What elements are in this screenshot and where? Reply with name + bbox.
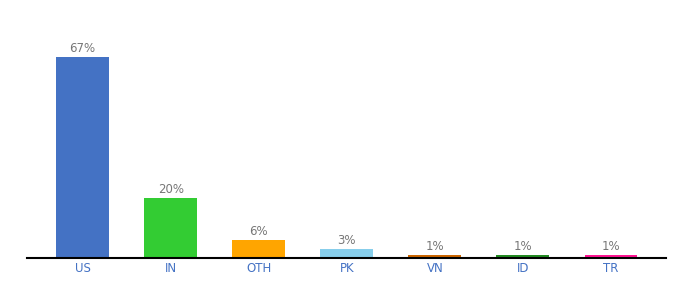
Text: 6%: 6% (250, 225, 268, 238)
Bar (409, 255, 461, 258)
Text: 3%: 3% (337, 234, 356, 247)
Bar (320, 249, 373, 258)
Text: 1%: 1% (513, 240, 532, 253)
Bar (144, 198, 197, 258)
Bar (233, 240, 285, 258)
Bar (585, 255, 637, 258)
Bar (56, 57, 109, 258)
Text: 20%: 20% (158, 183, 184, 196)
Bar (496, 255, 549, 258)
Text: 1%: 1% (426, 240, 444, 253)
Text: 1%: 1% (602, 240, 620, 253)
Text: 67%: 67% (69, 42, 96, 55)
